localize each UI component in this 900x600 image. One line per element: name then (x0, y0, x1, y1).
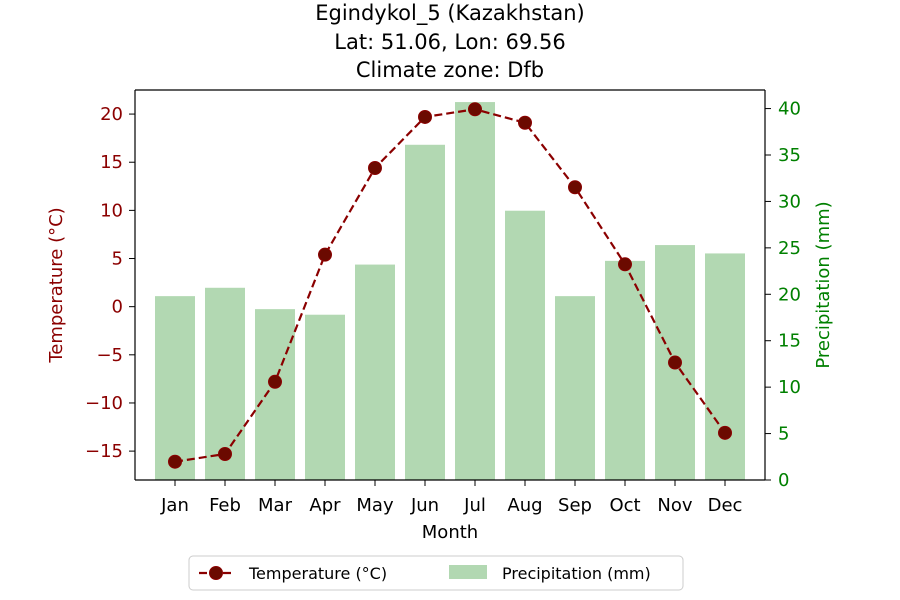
month-tick-label: Apr (309, 495, 341, 516)
temperature-point (418, 109, 432, 124)
temperature-tick-label: −10 (85, 393, 123, 414)
precipitation-bar (305, 314, 345, 480)
temperature-axis-label: Temperature (°C) (46, 207, 67, 363)
precipitation-axis-label: Precipitation (mm) (813, 201, 834, 368)
precipitation-bar (405, 144, 445, 481)
precipitation-tick-label: 25 (778, 238, 801, 259)
precipitation-bar (705, 253, 745, 480)
temperature-tick-label: −15 (85, 441, 123, 462)
precipitation-tick-label: 0 (778, 470, 789, 491)
legend-box (188, 555, 684, 591)
temperature-tick-label: 20 (100, 104, 123, 125)
temperature-tick-label: 10 (100, 200, 123, 221)
precipitation-tick-label: 15 (778, 331, 801, 352)
temperature-point (268, 374, 282, 389)
temperature-line (174, 108, 726, 463)
precipitation-tick-label: 10 (778, 377, 801, 398)
temperature-point (668, 355, 682, 370)
precipitation-tick-label: 20 (778, 284, 801, 305)
precipitation-bar (605, 260, 645, 480)
precipitation-bar (555, 296, 595, 480)
temperature-tick-label: 15 (100, 152, 123, 173)
month-tick-label: Jul (463, 495, 486, 516)
temperature-point (168, 454, 182, 469)
month-tick-label: Jun (410, 495, 439, 516)
month-tick-label: Mar (258, 495, 293, 516)
legend-temperature-label: Temperature (°C) (248, 564, 387, 583)
month-tick-label: Nov (657, 495, 692, 516)
month-tick-label: Aug (507, 495, 542, 516)
month-tick-label: Feb (209, 495, 241, 516)
precipitation-tick-label: 5 (778, 424, 789, 445)
precipitation-tick-label: 35 (778, 145, 801, 166)
precipitation-bar (505, 210, 545, 480)
precipitation-bar (355, 264, 395, 480)
temperature-point (318, 247, 332, 262)
temperature-tick-label: 5 (112, 249, 123, 270)
temperature-point (718, 425, 732, 440)
chart-title-line: Lat: 51.06, Lon: 69.56 (334, 30, 565, 54)
temperature-tick-label: −5 (96, 345, 123, 366)
temperature-point (568, 180, 582, 195)
precipitation-tick-label: 40 (778, 99, 801, 120)
precipitation-tick-label: 30 (778, 191, 801, 212)
temperature-point (368, 161, 382, 175)
legend-precipitation-swatch (449, 565, 487, 579)
temperature-point (618, 257, 632, 272)
legend-precipitation-label: Precipitation (mm) (502, 564, 651, 583)
x-axis-label: Month (422, 522, 478, 543)
legend-temperature-marker (209, 566, 223, 580)
precipitation-bar (255, 309, 295, 480)
month-tick-label: Sep (558, 495, 592, 516)
month-tick-label: Dec (708, 495, 743, 516)
temperature-point (218, 447, 232, 461)
month-tick-label: Oct (609, 495, 640, 516)
chart-title-line: Egindykol_5 (Kazakhstan) (315, 1, 585, 26)
chart-title-line: Climate zone: Dfb (356, 58, 544, 82)
precipitation-bar (455, 102, 495, 481)
precipitation-bar (155, 296, 195, 480)
month-tick-label: Jan (160, 495, 189, 516)
temperature-point (468, 102, 482, 117)
temperature-tick-label: 0 (112, 297, 123, 318)
month-tick-label: May (356, 495, 394, 516)
temperature-point (518, 115, 532, 130)
